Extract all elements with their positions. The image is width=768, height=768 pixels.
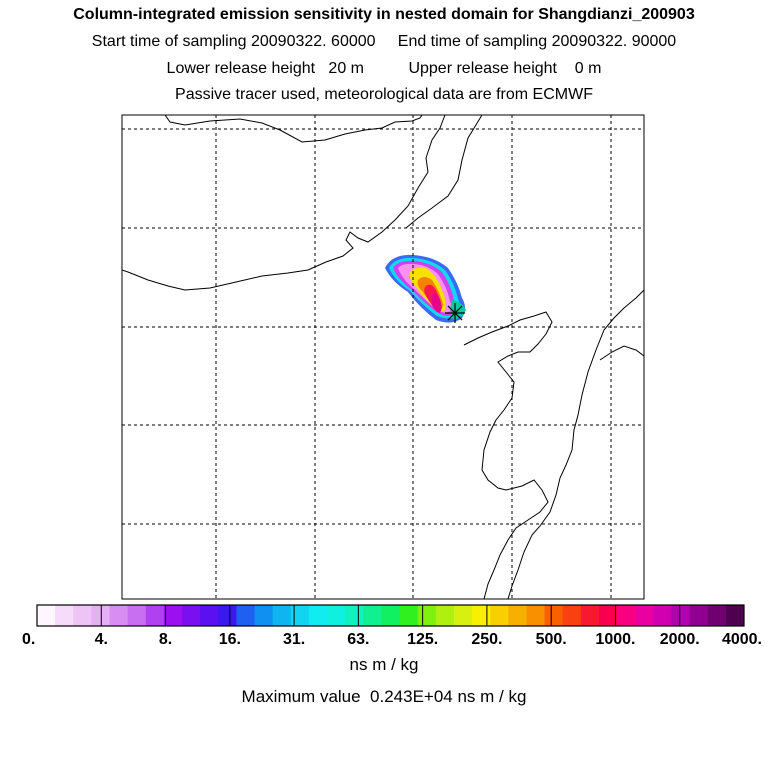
colorbar-units: ns m / kg — [349, 655, 419, 674]
colorbar-cell-24 — [472, 605, 491, 626]
colorbar-cell-31 — [598, 605, 618, 626]
colorbar-cell-7 — [163, 605, 183, 626]
colorbar-cell-1 — [55, 605, 74, 626]
colorbar-cell-17 — [345, 605, 364, 626]
colorbar-tick-label: 4000. — [722, 631, 762, 648]
colorbar-cell-21 — [417, 605, 437, 626]
colorbar-tick-label: 1000. — [595, 631, 635, 648]
border-right — [507, 289, 644, 599]
colorbar-cell-6 — [145, 605, 165, 626]
colorbar-tick-label: 4. — [95, 631, 108, 648]
colorbar-tick-label: 16. — [219, 631, 241, 648]
colorbar-tick-label: 250. — [471, 631, 502, 648]
star-ray-3 — [447, 305, 463, 321]
coastline-east — [405, 115, 483, 229]
colorbar-cell-20 — [399, 605, 419, 626]
coastline-river — [122, 115, 446, 291]
colorbar-tick-labels: 0. 4. 8. 16. 31. 63. 125. 250. 500. 1000. 2000. 400… — [22, 631, 762, 648]
colorbar-tick-label: 125. — [407, 631, 438, 648]
colorbar-cell-37 — [707, 605, 727, 626]
colorbar-cell-11 — [236, 605, 256, 626]
chart-title: Column-integrated emission sensitivity i… — [73, 6, 695, 23]
colorbar-cell-12 — [254, 605, 274, 626]
colorbar-tick-label: 2000. — [660, 631, 700, 648]
colorbar-cell-2 — [73, 605, 92, 626]
colorbar-cell-27 — [526, 605, 546, 626]
colorbar-cell-32 — [617, 605, 636, 626]
colorbar-cell-30 — [580, 605, 600, 626]
coastline-fragment — [599, 345, 644, 361]
colorbar-tick-label: 63. — [347, 631, 369, 648]
colorbar-cell-15 — [308, 605, 328, 626]
colorbar-cell-8 — [182, 605, 201, 626]
coastline-south — [463, 311, 553, 599]
receptor-star-marker — [445, 303, 465, 323]
coastline-north — [164, 115, 423, 143]
colorbar-cell-22 — [435, 605, 455, 626]
colorbar-tick-label: 500. — [536, 631, 567, 648]
colorbar-cell-4 — [109, 605, 129, 626]
map-frame — [121, 114, 645, 600]
plume-contour-7 — [432, 293, 442, 313]
colorbar-cell-16 — [327, 605, 346, 626]
maximum-value-text: Maximum value 0.243E+04 ns m / kg — [241, 687, 527, 706]
colorbar-cell-29 — [562, 605, 582, 626]
sampling-times: Start time of sampling 20090322. 60000 E… — [91, 33, 677, 50]
colorbar-cell-38 — [725, 605, 745, 626]
colorbar-cell-26 — [508, 605, 527, 626]
colorbar-cell-5 — [127, 605, 147, 626]
colorbar-cell-18 — [363, 605, 382, 626]
colorbar-cell-36 — [689, 605, 709, 626]
emission-sensitivity-plume — [385, 254, 466, 323]
colorbar-cells — [36, 604, 745, 627]
colorbar-tick-label: 8. — [159, 631, 172, 648]
colorbar-cell-3 — [91, 605, 111, 626]
colorbar-cell-9 — [200, 605, 219, 626]
colorbar-cell-0 — [37, 605, 56, 626]
lat-lon-grid — [122, 115, 644, 599]
colorbar-cell-23 — [453, 605, 473, 626]
colorbar-cell-33 — [635, 605, 654, 626]
coastlines — [122, 115, 644, 599]
colorbar-tick-label: 31. — [283, 631, 305, 648]
colorbar-tick-label: 0. — [22, 631, 35, 648]
tracer-info: Passive tracer used, meteorological data… — [175, 86, 593, 103]
colorbar-cell-25 — [490, 605, 509, 626]
colorbar-cell-28 — [544, 605, 564, 626]
colorbar-cell-10 — [218, 605, 237, 626]
colorbar-cell-13 — [272, 605, 292, 626]
release-heights: Lower release height 20 m Upper release … — [166, 60, 602, 77]
colorbar-cell-35 — [671, 605, 691, 626]
colorbar-cell-34 — [653, 605, 672, 626]
colorbar-frame — [36, 604, 745, 627]
colorbar-cell-14 — [290, 605, 310, 626]
colorbar-cell-19 — [381, 605, 401, 626]
